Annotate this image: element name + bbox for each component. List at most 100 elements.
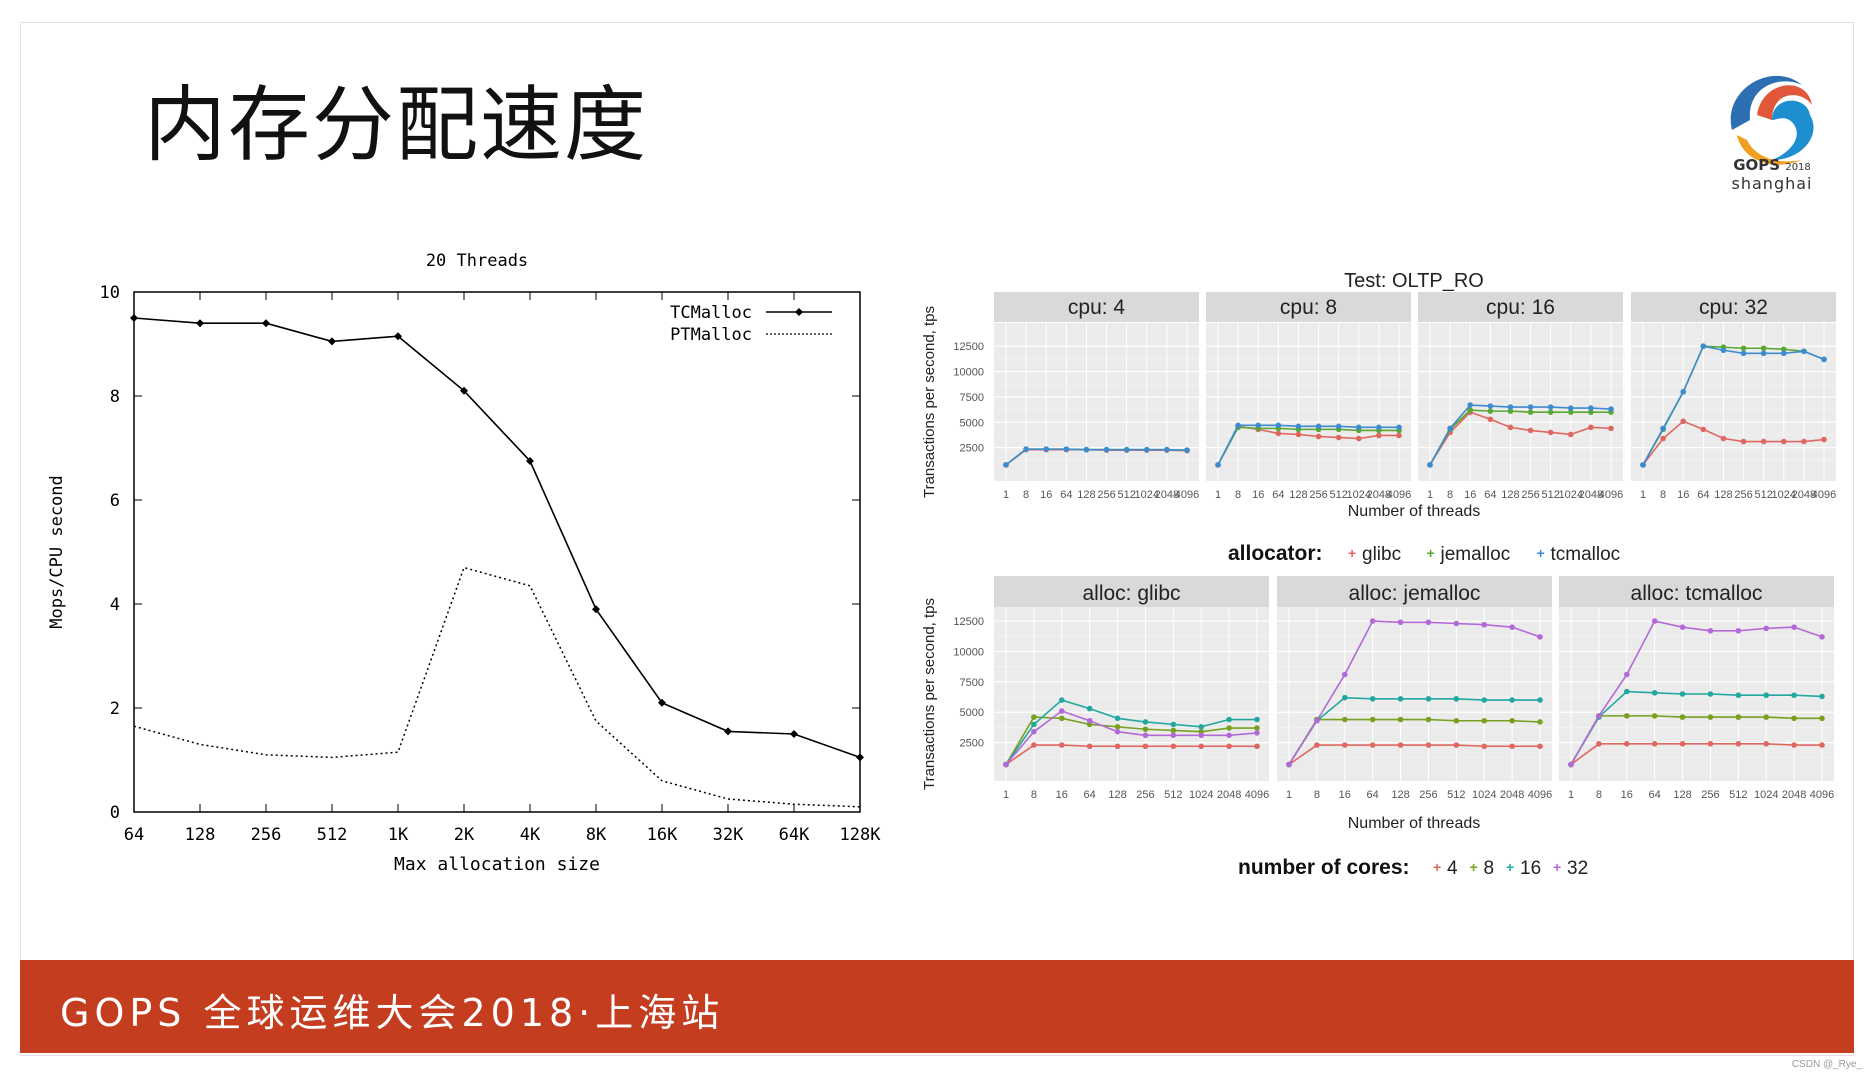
data-point bbox=[1114, 743, 1121, 750]
data-point bbox=[1058, 697, 1065, 703]
x-tick-label: 8 bbox=[1596, 789, 1602, 801]
data-point bbox=[1608, 406, 1614, 412]
facet-strip bbox=[1418, 292, 1623, 322]
legend-key: + bbox=[1506, 859, 1514, 875]
x-tick-label: 128 bbox=[1289, 489, 1307, 501]
y-tick-label: 8 bbox=[110, 387, 120, 407]
data-point bbox=[1763, 714, 1770, 720]
x-tick-label: 256 bbox=[1521, 489, 1539, 501]
panel-background bbox=[1418, 323, 1623, 481]
data-point bbox=[1453, 717, 1460, 724]
y-tick-label: 10000 bbox=[953, 367, 984, 379]
data-point bbox=[1819, 693, 1825, 700]
x-axis-label: Number of threads bbox=[1348, 815, 1481, 832]
data-point bbox=[1369, 618, 1376, 624]
data-point bbox=[1821, 436, 1827, 443]
data-point bbox=[1226, 725, 1232, 731]
x-tick-label: 4096 bbox=[1528, 789, 1552, 801]
data-point bbox=[1763, 692, 1770, 699]
x-tick-label: 2048 bbox=[1792, 489, 1816, 501]
x-tick-label: 16 bbox=[1040, 489, 1052, 501]
footer-banner: GOPS 全球运维大会2018·上海站 bbox=[20, 960, 1854, 1053]
data-point bbox=[1063, 446, 1070, 452]
x-tick-label: 16 bbox=[1339, 789, 1351, 801]
data-point bbox=[1058, 708, 1065, 714]
facet-strip bbox=[1277, 576, 1552, 608]
data-point bbox=[1791, 624, 1797, 630]
x-tick-label: 64 bbox=[1272, 489, 1284, 501]
series-line-8 bbox=[1005, 716, 1257, 765]
data-point bbox=[1507, 424, 1514, 431]
data-point bbox=[1314, 742, 1320, 748]
data-point bbox=[1376, 424, 1382, 431]
slide bbox=[20, 22, 1854, 1056]
x-tick-label: 256 bbox=[251, 825, 282, 845]
data-point bbox=[1596, 713, 1602, 719]
facet-strip bbox=[1631, 292, 1836, 322]
x-tick-label: 256 bbox=[1309, 489, 1327, 501]
data-point bbox=[1735, 692, 1742, 699]
x-tick-label: 8 bbox=[1235, 489, 1241, 501]
data-point bbox=[1596, 741, 1602, 747]
data-point bbox=[1083, 446, 1090, 453]
y-tick-label: 2500 bbox=[960, 443, 984, 455]
x-tick-label: 1024 bbox=[1472, 789, 1496, 801]
data-point bbox=[1453, 742, 1460, 748]
watermark: CSDN @_Rye_ bbox=[1791, 1059, 1862, 1070]
x-tick-label: 1 bbox=[1286, 789, 1292, 801]
data-point bbox=[1819, 715, 1825, 722]
data-point bbox=[394, 332, 402, 341]
data-point bbox=[1467, 402, 1474, 408]
data-point bbox=[1369, 716, 1376, 723]
data-point bbox=[1780, 346, 1787, 353]
facet-strip bbox=[994, 292, 1199, 322]
data-point bbox=[1740, 345, 1747, 352]
x-tick-label: 4096 bbox=[1175, 489, 1199, 501]
data-point bbox=[1740, 350, 1747, 357]
x-axis-label: Max allocation size bbox=[394, 854, 600, 875]
data-point bbox=[1707, 741, 1714, 747]
data-point bbox=[1640, 462, 1646, 468]
data-point bbox=[1487, 403, 1494, 409]
x-tick-label: 16 bbox=[1464, 489, 1476, 501]
y-tick-label: 4 bbox=[110, 595, 120, 615]
data-point bbox=[1254, 743, 1260, 750]
x-tick-label: 8 bbox=[1023, 489, 1029, 501]
data-point bbox=[1295, 423, 1302, 430]
data-point bbox=[1003, 462, 1009, 468]
data-point bbox=[1453, 696, 1460, 702]
data-point bbox=[1315, 423, 1322, 430]
data-point bbox=[1170, 743, 1177, 750]
facet-strip bbox=[1206, 292, 1411, 322]
x-tick-label: 2048 bbox=[1782, 789, 1806, 801]
legend-label: 8 bbox=[1484, 858, 1495, 879]
x-tick-label: 8 bbox=[1031, 789, 1037, 801]
data-point bbox=[1341, 671, 1348, 678]
chart-title: Test: OLTP_RO bbox=[1344, 270, 1484, 292]
facet-label: cpu: 16 bbox=[1486, 296, 1555, 319]
x-tick-label: 1 bbox=[1568, 789, 1574, 801]
data-point bbox=[1780, 350, 1787, 357]
panel-background bbox=[1206, 323, 1411, 481]
slide-title: 内存分配速度 bbox=[144, 78, 649, 173]
data-point bbox=[1453, 620, 1460, 627]
series-line-tcmalloc bbox=[133, 317, 861, 759]
x-tick-label: 4096 bbox=[1810, 789, 1834, 801]
data-point bbox=[1114, 728, 1121, 735]
data-point bbox=[1819, 742, 1825, 748]
x-tick-label: 2048 bbox=[1579, 489, 1603, 501]
data-point bbox=[1355, 435, 1362, 442]
series-line-jemalloc bbox=[1429, 409, 1611, 466]
data-point bbox=[1369, 742, 1376, 748]
data-point bbox=[1397, 696, 1404, 702]
data-point bbox=[1735, 628, 1742, 634]
data-point bbox=[1679, 624, 1686, 630]
data-point bbox=[1651, 741, 1658, 747]
data-point bbox=[1623, 688, 1630, 695]
x-tick-label: 64 bbox=[1484, 489, 1496, 501]
x-tick-label: 128K bbox=[840, 825, 882, 845]
panel-background bbox=[1277, 607, 1552, 781]
data-point bbox=[1427, 462, 1433, 468]
data-point bbox=[1509, 743, 1515, 750]
x-tick-label: 512 bbox=[1164, 789, 1182, 801]
